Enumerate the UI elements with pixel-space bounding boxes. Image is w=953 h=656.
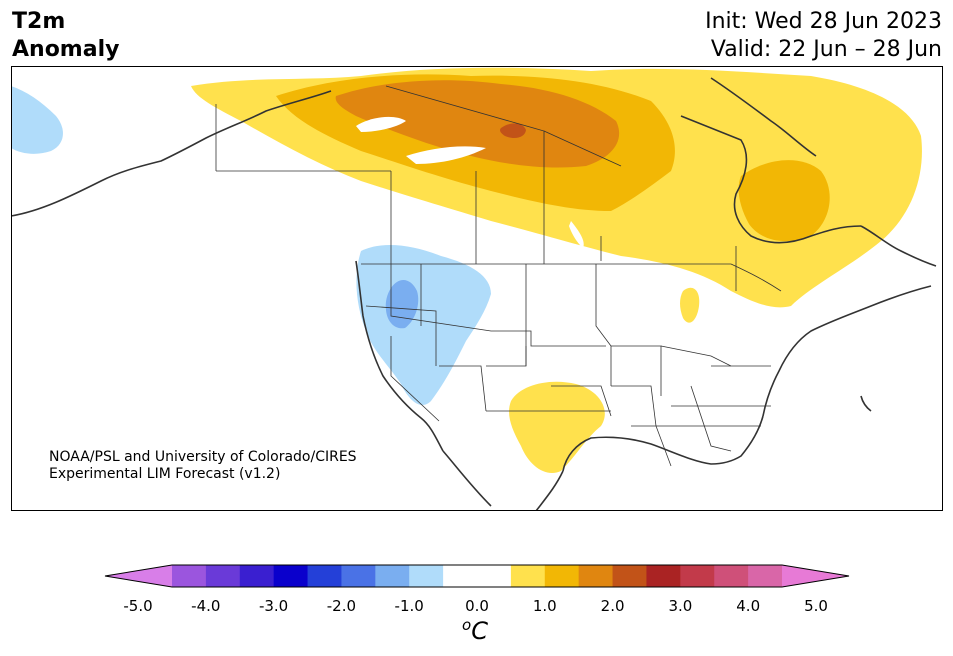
colorbar-tick-label: -5.0 [123, 597, 153, 615]
colorbar-segment [172, 565, 207, 587]
colorbar-tick-label: 2.0 [600, 597, 625, 615]
colorbar-tick-label: 1.0 [532, 597, 557, 615]
colorbar-tick-label: 5.0 [804, 597, 828, 615]
warm-region-great-lakes [680, 287, 700, 323]
colorbar-segment [239, 565, 275, 587]
warm-region-moderate-east [738, 160, 830, 242]
credit-line-2: Experimental LIM Forecast (v1.2) [49, 466, 281, 482]
colorbar-segment [341, 565, 376, 587]
colorbar-segment [612, 565, 647, 587]
unit-superscript: o [462, 616, 472, 634]
colorbar-tick-label: -4.0 [191, 597, 221, 615]
colorbar-segment [646, 565, 681, 587]
colorbar-segment [443, 565, 478, 587]
colorbar-segment [273, 565, 309, 587]
coastlines [11, 77, 937, 511]
colorbar-segment [375, 565, 410, 587]
title-line-1: T2m [12, 9, 66, 34]
warm-region-southern-plains [509, 381, 605, 474]
unit-label: oC [462, 616, 488, 645]
colorbar-tick-label: 3.0 [668, 597, 693, 615]
colorbar-segment [714, 565, 749, 587]
credit-text: NOAA/PSL and University of Colorado/CIRE… [49, 449, 357, 483]
political-borders [215, 85, 782, 467]
date-info: Init: Wed 28 Jun 2023 Valid: 22 Jun – 28… [705, 8, 942, 64]
colorbar-tick-label: -3.0 [258, 597, 289, 615]
warm-region-very-strong-core [500, 123, 526, 138]
colorbar [104, 564, 850, 588]
title-line-2: Anomaly [12, 37, 120, 62]
colorbar-tick-label: -2.0 [326, 597, 357, 615]
cold-region-weak-west [356, 244, 491, 405]
credit-line-1: NOAA/PSL and University of Colorado/CIRE… [49, 449, 357, 465]
warm-region-strong-canada [335, 80, 620, 168]
colorbar-segment [748, 565, 783, 587]
colorbar-segment [544, 565, 580, 587]
colorbar-tick-label: -1.0 [394, 597, 424, 615]
init-date: Init: Wed 28 Jun 2023 [705, 9, 942, 34]
cold-anomaly-regions [11, 86, 491, 405]
colorbar-extend-low [105, 565, 172, 587]
valid-range: Valid: 22 Jun – 28 Jun [710, 37, 942, 62]
colorbar-segment [477, 565, 512, 587]
anomaly-map [11, 66, 943, 511]
cold-region-weak-alaska [11, 86, 63, 154]
colorbar-outline [104, 564, 850, 588]
lakes [356, 116, 584, 248]
colorbar-tick-label: 0.0 [465, 597, 489, 615]
colorbar-tick-label: 4.0 [736, 597, 761, 615]
map-title: T2m Anomaly [12, 8, 119, 64]
colorbar-segment [205, 565, 241, 587]
colorbar-extend-high [782, 565, 849, 587]
colorbar-segment [510, 565, 546, 587]
colorbar-segment [409, 565, 444, 587]
unit-symbol: C [471, 617, 488, 645]
colorbar-segment [307, 565, 342, 587]
colorbar-segment [578, 565, 614, 587]
colorbar-segment [680, 565, 715, 587]
